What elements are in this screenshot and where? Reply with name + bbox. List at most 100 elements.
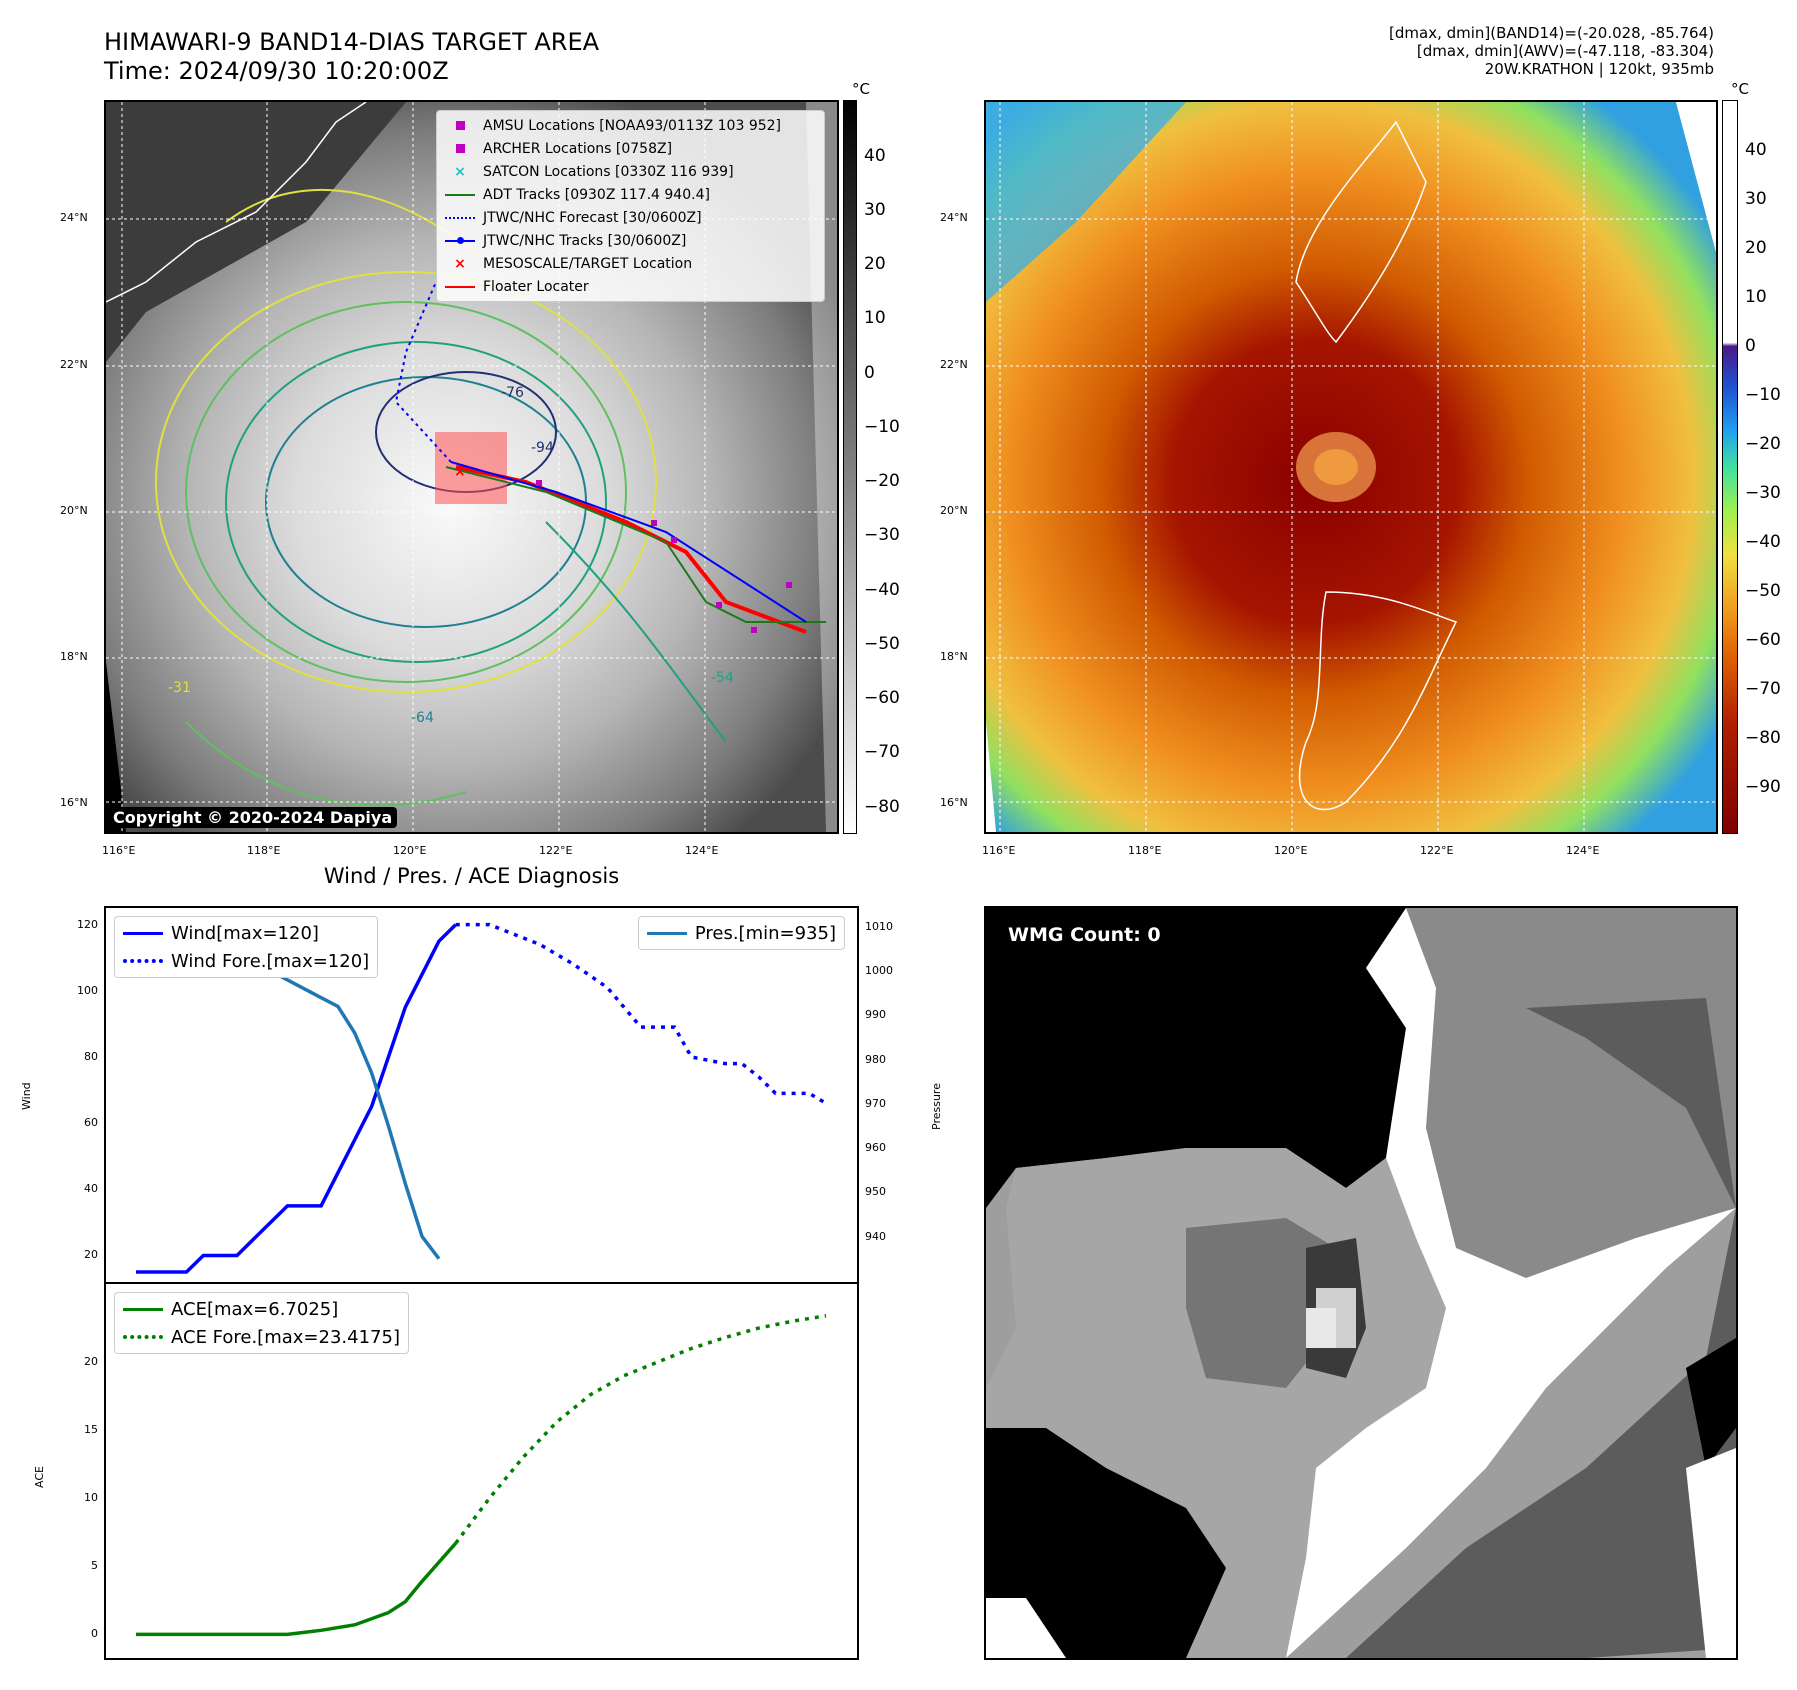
lon-label: 124°E — [1566, 844, 1600, 857]
solid-line-icon — [115, 1307, 171, 1311]
legend-label: ACE Fore.[max=23.4175] — [171, 1326, 400, 1348]
colorbar-tick: −80 — [1745, 728, 1781, 748]
legend-item-wind-forecast: Wind Fore.[max=120] — [115, 947, 369, 975]
legend-label: MESOSCALE/TARGET Location — [483, 255, 693, 272]
colorbar-tick: −40 — [1745, 532, 1781, 552]
series-line-2 — [136, 929, 441, 1260]
lat-label: 16°N — [940, 796, 968, 809]
colorbar-tick: 40 — [1745, 140, 1767, 160]
colorbar-tick: −60 — [1745, 630, 1781, 650]
svg-text:×: × — [454, 464, 466, 480]
lat-label: 22°N — [940, 358, 968, 371]
storm-tracks: × — [394, 281, 826, 634]
pressure-legend: Pres.[min=935] — [637, 916, 845, 950]
y-tick-label: 10 — [84, 1491, 98, 1505]
legend-item-tracks: JTWC/NHC Tracks [30/0600Z] — [437, 229, 824, 252]
dotted-line-icon — [115, 1335, 171, 1339]
legend-item-forecast: JTWC/NHC Forecast [30/0600Z] — [437, 206, 824, 229]
lon-label: 122°E — [1420, 844, 1454, 857]
colorbar-tick: −90 — [1745, 777, 1781, 797]
square-marker-icon — [437, 121, 483, 130]
map-legend: AMSU Locations [NOAA93/0113Z 103 952] AR… — [436, 110, 825, 302]
legend-label: Floater Locater — [483, 278, 589, 295]
pressure-tick-label: 960 — [865, 1141, 886, 1155]
legend-label: ARCHER Locations [0758Z] — [483, 140, 673, 157]
legend-item-target: × MESOSCALE/TARGET Location — [437, 252, 824, 275]
colorbar-tick: 0 — [864, 363, 875, 383]
contour-label-76: -76 — [501, 385, 524, 401]
legend-label: JTWC/NHC Tracks [30/0600Z] — [483, 232, 687, 249]
lon-label: 120°E — [1274, 844, 1308, 857]
legend-item-floater: Floater Locater — [437, 275, 824, 298]
colorbar-tick: 40 — [864, 146, 886, 166]
pressure-tick-label: 940 — [865, 1229, 886, 1243]
colorbar-tick: −20 — [1745, 434, 1781, 454]
colorbar-tick: −50 — [864, 634, 900, 654]
legend-label: Pres.[min=935] — [694, 922, 836, 944]
legend-label: JTWC/NHC Forecast [30/0600Z] — [483, 209, 702, 226]
pressure-tick-label: 980 — [865, 1052, 886, 1066]
y-tick-label: 60 — [84, 1116, 98, 1130]
ace-plot — [136, 1314, 827, 1637]
lon-label: 116°E — [102, 844, 136, 857]
map-title-line1: HIMAWARI-9 BAND14-DIAS TARGET AREA — [104, 28, 600, 56]
contour-label-54: -54 — [711, 670, 734, 686]
line-icon — [437, 193, 483, 196]
map-title-line2: Time: 2024/09/30 10:20:00Z — [104, 57, 449, 85]
series-line-0 — [136, 923, 457, 1274]
lat-label: 24°N — [60, 211, 88, 224]
colorbar-left — [843, 100, 857, 834]
legend-label: Wind[max=120] — [171, 922, 319, 944]
wind-legend: Wind[max=120] Wind Fore.[max=120] — [114, 916, 379, 978]
y-tick-label: 15 — [84, 1423, 98, 1437]
legend-label: ADT Tracks [0930Z 117.4 940.4] — [483, 186, 710, 203]
legend-label: Wind Fore.[max=120] — [171, 950, 370, 972]
lon-label: 118°E — [247, 844, 281, 857]
wmg-image — [986, 908, 1736, 1658]
solid-line-icon — [115, 931, 171, 935]
contour-labels: -31 -54 -64 -76 -94 — [168, 385, 734, 726]
colorbar-tick: −40 — [864, 580, 900, 600]
lon-label: 124°E — [685, 844, 719, 857]
pressure-axis-label: Pressure — [930, 1083, 943, 1130]
colorbar-left-unit: °C — [852, 80, 870, 98]
colorbar-tick: 30 — [864, 200, 886, 220]
pressure-tick-label: 1010 — [865, 919, 893, 933]
colorbar-tick: −50 — [1745, 581, 1781, 601]
dotted-line-icon — [115, 959, 171, 963]
colorbar-tick: 20 — [1745, 238, 1767, 258]
contour-label-94: -94 — [531, 440, 554, 456]
y-tick-label: 20 — [84, 1355, 98, 1369]
colorbar-tick: −10 — [864, 417, 900, 437]
legend-item-pressure: Pres.[min=935] — [639, 919, 836, 947]
lat-label: 22°N — [60, 358, 88, 371]
ace-chart: ACE[max=6.7025] ACE Fore.[max=23.4175] — [104, 1282, 859, 1660]
series-line-1 — [454, 1314, 827, 1545]
ace-axis-label: ACE — [33, 1466, 46, 1488]
pressure-tick-label: 1000 — [865, 964, 893, 978]
pressure-tick-label: 950 — [865, 1185, 886, 1199]
series-line-1 — [455, 922, 827, 1105]
line-dot-icon — [437, 236, 483, 244]
legend-item-wind: Wind[max=120] — [115, 919, 369, 947]
wmg-count-badge: WMG Count: 0 — [1002, 922, 1167, 948]
wmg-panel: WMG Count: 0 — [984, 906, 1738, 1660]
colorbar-tick: −60 — [864, 688, 900, 708]
pressure-tick-label: 990 — [865, 1008, 886, 1022]
colorbar-right — [1722, 100, 1738, 834]
series-line-0 — [136, 1542, 458, 1637]
lon-label: 116°E — [982, 844, 1016, 857]
stats-header: [dmax, dmin](BAND14)=(-20.028, -85.764) … — [1389, 24, 1714, 78]
storm-id: 20W.KRATHON | 120kt, 935mb — [1484, 60, 1714, 78]
y-tick-label: 40 — [84, 1182, 98, 1196]
ace-legend: ACE[max=6.7025] ACE Fore.[max=23.4175] — [114, 1292, 409, 1354]
contour-label-64: -64 — [411, 710, 434, 726]
x-marker-icon: × — [454, 163, 466, 180]
contour-label-31: -31 — [168, 680, 191, 696]
wind-pressure-chart: Wind[max=120] Wind Fore.[max=120] Pres.[… — [104, 906, 859, 1284]
awv-map-panel — [984, 100, 1718, 834]
legend-item-archer: ARCHER Locations [0758Z] — [437, 137, 824, 160]
legend-item-ace-forecast: ACE Fore.[max=23.4175] — [115, 1323, 400, 1351]
awv-map-image — [986, 102, 1716, 832]
y-tick-label: 80 — [84, 1049, 98, 1063]
